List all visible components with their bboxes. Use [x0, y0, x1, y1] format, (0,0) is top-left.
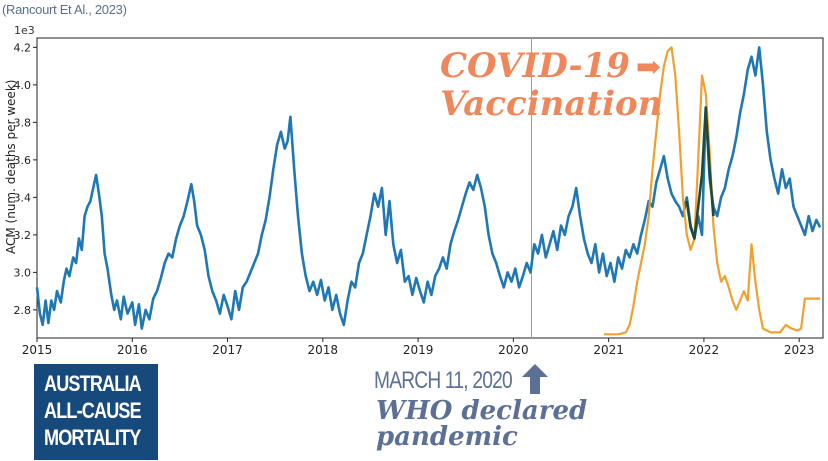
y-axis-exponent: 1e3 [14, 24, 35, 37]
x-tick-label: 2020 [498, 343, 529, 357]
x-tick-label: 2022 [689, 343, 720, 357]
x-tick-label: 2021 [593, 343, 624, 357]
country-badge: AUSTRALIA ALL-CAUSE MORTALITY [34, 364, 158, 460]
x-tick-label: 2015 [22, 343, 53, 357]
vaccination-title: COVID-19 [440, 46, 630, 86]
y-tick-label: 3.8 [14, 116, 32, 129]
vaccination-annotation: COVID-19 ➡ Vaccination [440, 48, 662, 122]
x-tick-label: 2023 [784, 343, 815, 357]
acm-series-line [35, 46, 822, 330]
badge-line: AUSTRALIA [44, 371, 142, 396]
y-tick-label: 3.4 [14, 191, 32, 204]
vaccination-series-line [603, 46, 821, 336]
overlap-series-line [685, 106, 715, 240]
up-arrow-icon [522, 364, 548, 394]
who-line: pandemic [376, 422, 518, 452]
who-annotation: WHO declared pandemic [376, 398, 587, 450]
y-tick-label: 4.2 [14, 41, 32, 54]
y-tick-label: 4.0 [14, 79, 32, 92]
x-tick-label: 2019 [403, 343, 434, 357]
badge-line: MORTALITY [44, 425, 141, 450]
plot-frame [36, 37, 824, 339]
who-line: WHO declared [376, 396, 588, 426]
y-tick-label: 3.6 [14, 154, 32, 167]
badge-line: ALL-CAUSE [44, 398, 142, 423]
y-tick-label: 3.0 [14, 266, 32, 279]
right-arrow-icon: ➡ [635, 50, 662, 85]
vaccination-subtitle: Vaccination [440, 84, 663, 124]
x-tick-label: 2017 [212, 343, 243, 357]
y-tick-label: 2.8 [14, 304, 32, 317]
x-tick-label: 2018 [308, 343, 339, 357]
y-tick-label: 3.2 [14, 229, 32, 242]
pandemic-date: MARCH 11, 2020 [374, 367, 513, 394]
x-tick-label: 2016 [117, 343, 148, 357]
source-citation: (Rancourt Et Al., 2023) [2, 2, 127, 17]
y-axis-label: ACM (num. deaths per week) [4, 79, 18, 254]
